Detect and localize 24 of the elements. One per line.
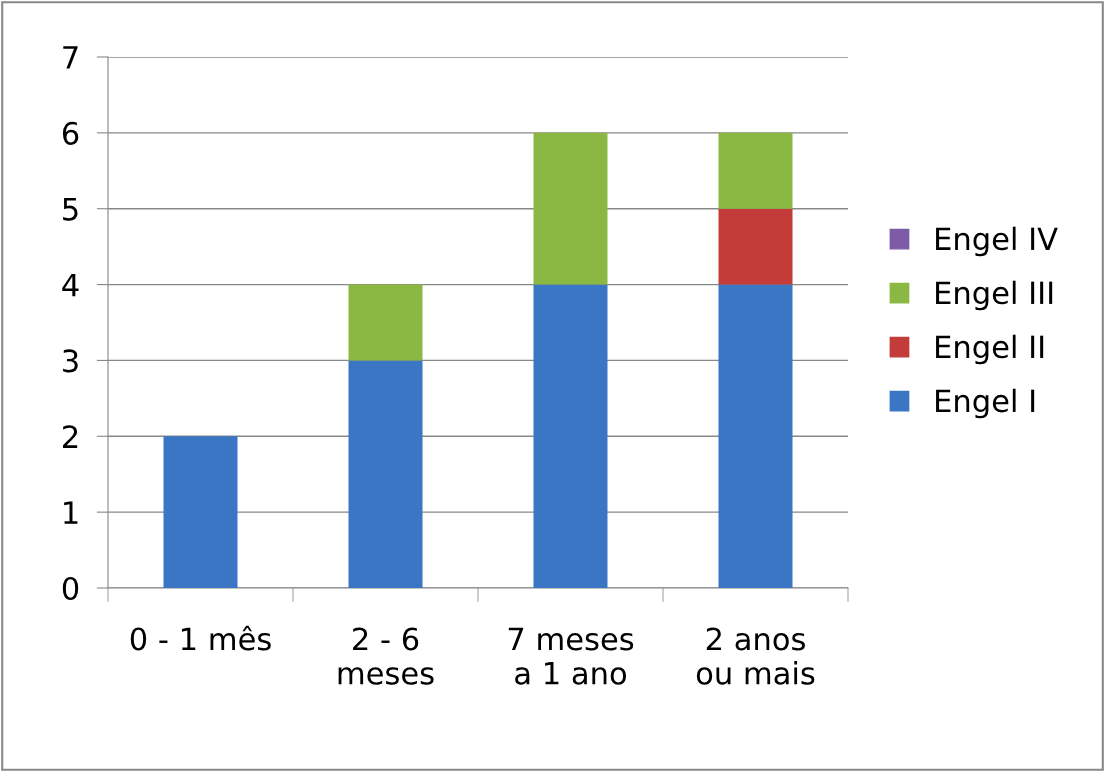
bar	[718, 132, 793, 209]
y-tick-label: 3	[63, 349, 78, 373]
legend-label: Engel III	[936, 280, 1053, 311]
bar	[533, 284, 608, 588]
y-tick-label: 4	[62, 273, 79, 297]
y-tick-label: 7	[63, 46, 78, 69]
x-tick-label: 2 - 6 meses	[338, 627, 434, 685]
bar	[718, 284, 793, 588]
y-tick-label: 1	[64, 501, 78, 524]
bar	[718, 208, 793, 285]
x-tick-label: 7 meses a 1 ano	[508, 627, 634, 685]
y-tick-label: 2	[63, 425, 78, 448]
legend-label: Engel I	[936, 388, 1035, 419]
bar	[348, 360, 423, 588]
legend-label: Engel II	[936, 334, 1044, 365]
x-tick-label: 2 anos ou mais	[696, 627, 815, 685]
legend-label: Engel IV	[936, 226, 1058, 257]
y-tick-label: 0	[62, 576, 79, 601]
bar	[163, 436, 238, 588]
y-tick-label: 5	[63, 198, 78, 221]
bar	[533, 132, 608, 285]
bar	[348, 284, 423, 361]
y-tick-label: 6	[62, 121, 79, 145]
x-tick-label: 0 - 1 mês	[130, 625, 271, 651]
